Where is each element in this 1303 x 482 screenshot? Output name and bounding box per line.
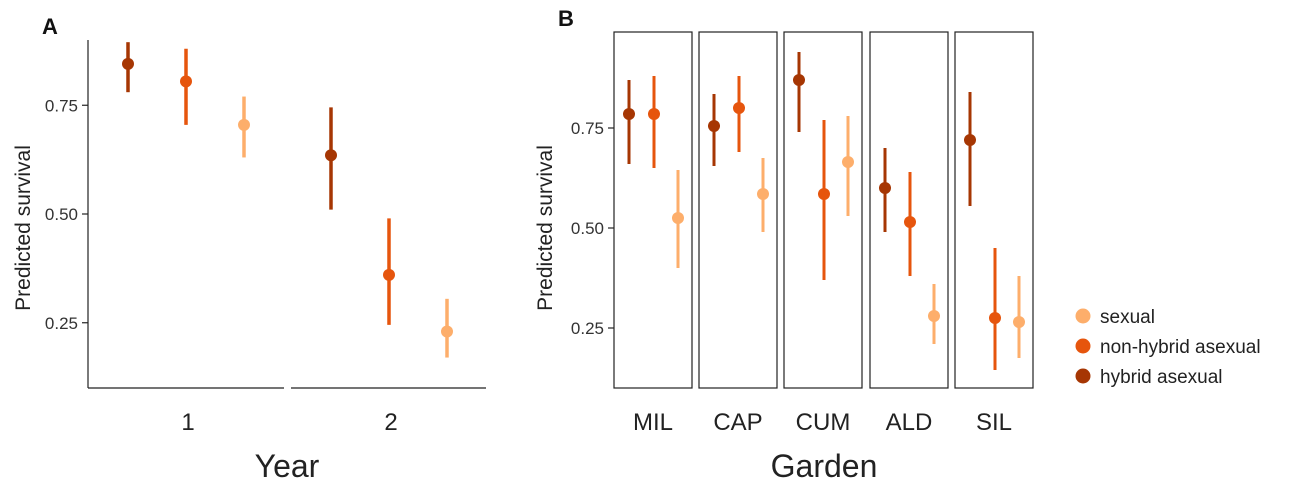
panel-b-facet-frame-cap — [698, 31, 778, 389]
panel-a-point-hybrid-asexual — [325, 149, 337, 162]
panel-b-x-category-label: SIL — [976, 409, 1012, 436]
panel-b-point-sexual — [672, 212, 684, 224]
panel-b-x-category-label: CUM — [796, 409, 851, 436]
panel-b-facet-frame-ald — [869, 31, 949, 389]
panel-b-y-tick-label: 0.25 — [571, 319, 604, 338]
legend-label-non-hybrid-asexual: non-hybrid asexual — [1100, 337, 1261, 358]
panel-a-x-category-label: 2 — [384, 409, 397, 436]
panel-b: B 0.25 0.50 0.75 MIL CAP CUM ALD SIL Predicted… — [534, 6, 1034, 482]
panel-b-point-hybrid-asexual — [623, 108, 635, 120]
panel-a-label: A — [42, 14, 58, 39]
panel-b-point-sexual — [842, 156, 854, 168]
legend-key-hybrid-asexual — [1075, 368, 1091, 384]
panel-a-point-non-hybrid-asexual — [180, 75, 192, 88]
panel-a-y-tick-label: 0.50 — [45, 205, 78, 224]
legend-key-sexual — [1075, 308, 1091, 324]
legend-label-hybrid-asexual: hybrid asexual — [1100, 367, 1223, 388]
panel-b-point-sexual — [757, 188, 769, 200]
panel-a-point-sexual — [238, 118, 250, 131]
panel-a-point-non-hybrid-asexual — [383, 268, 395, 281]
panel-b-point-non-hybrid-asexual — [818, 188, 830, 200]
panel-b-x-category-label: CAP — [713, 409, 762, 436]
legend-label-sexual: sexual — [1100, 307, 1155, 328]
panel-b-point-sexual — [928, 310, 940, 322]
panel-a-point-sexual — [441, 325, 453, 338]
panel-b-y-tick-label: 0.50 — [571, 219, 604, 238]
panel-b-point-hybrid-asexual — [793, 74, 805, 86]
panel-b-facet-frame-sil — [954, 31, 1034, 389]
panel-a-point-hybrid-asexual — [122, 57, 134, 70]
panel-b-point-non-hybrid-asexual — [648, 108, 660, 120]
panel-a-x-axis-title: Year — [255, 448, 320, 482]
panel-b-point-hybrid-asexual — [964, 134, 976, 146]
panel-b-facet-frame-mil — [613, 31, 693, 389]
panel-b-point-non-hybrid-asexual — [989, 312, 1001, 324]
panel-b-point-hybrid-asexual — [879, 182, 891, 194]
legend-key-non-hybrid-asexual — [1075, 338, 1091, 354]
panel-b-x-category-label: ALD — [886, 409, 933, 436]
panel-a-x-category-label: 1 — [181, 409, 194, 436]
panel-a-y-axis-title: Predicted survival — [12, 145, 35, 311]
panel-b-x-category-label: MIL — [633, 409, 673, 436]
panel-b-y-tick-label: 0.75 — [571, 119, 604, 138]
panel-b-x-axis-title: Garden — [771, 448, 878, 482]
panel-a: A 0.25 0.50 0.75 1 2 Predicted survival Yea… — [12, 14, 486, 482]
panel-b-label: B — [558, 6, 574, 31]
panel-b-point-hybrid-asexual — [708, 120, 720, 132]
panel-a-y-tick-label: 0.25 — [45, 314, 78, 333]
panel-b-y-axis-title: Predicted survival — [534, 145, 557, 311]
panel-b-point-sexual — [1013, 316, 1025, 328]
panel-b-point-non-hybrid-asexual — [904, 216, 916, 228]
panel-b-point-non-hybrid-asexual — [733, 102, 745, 114]
panel-b-facet-frame-cum — [783, 31, 863, 389]
panel-a-y-tick-label: 0.75 — [45, 96, 78, 115]
legend: sexual non-hybrid asexual hybrid asexual — [1075, 307, 1261, 388]
